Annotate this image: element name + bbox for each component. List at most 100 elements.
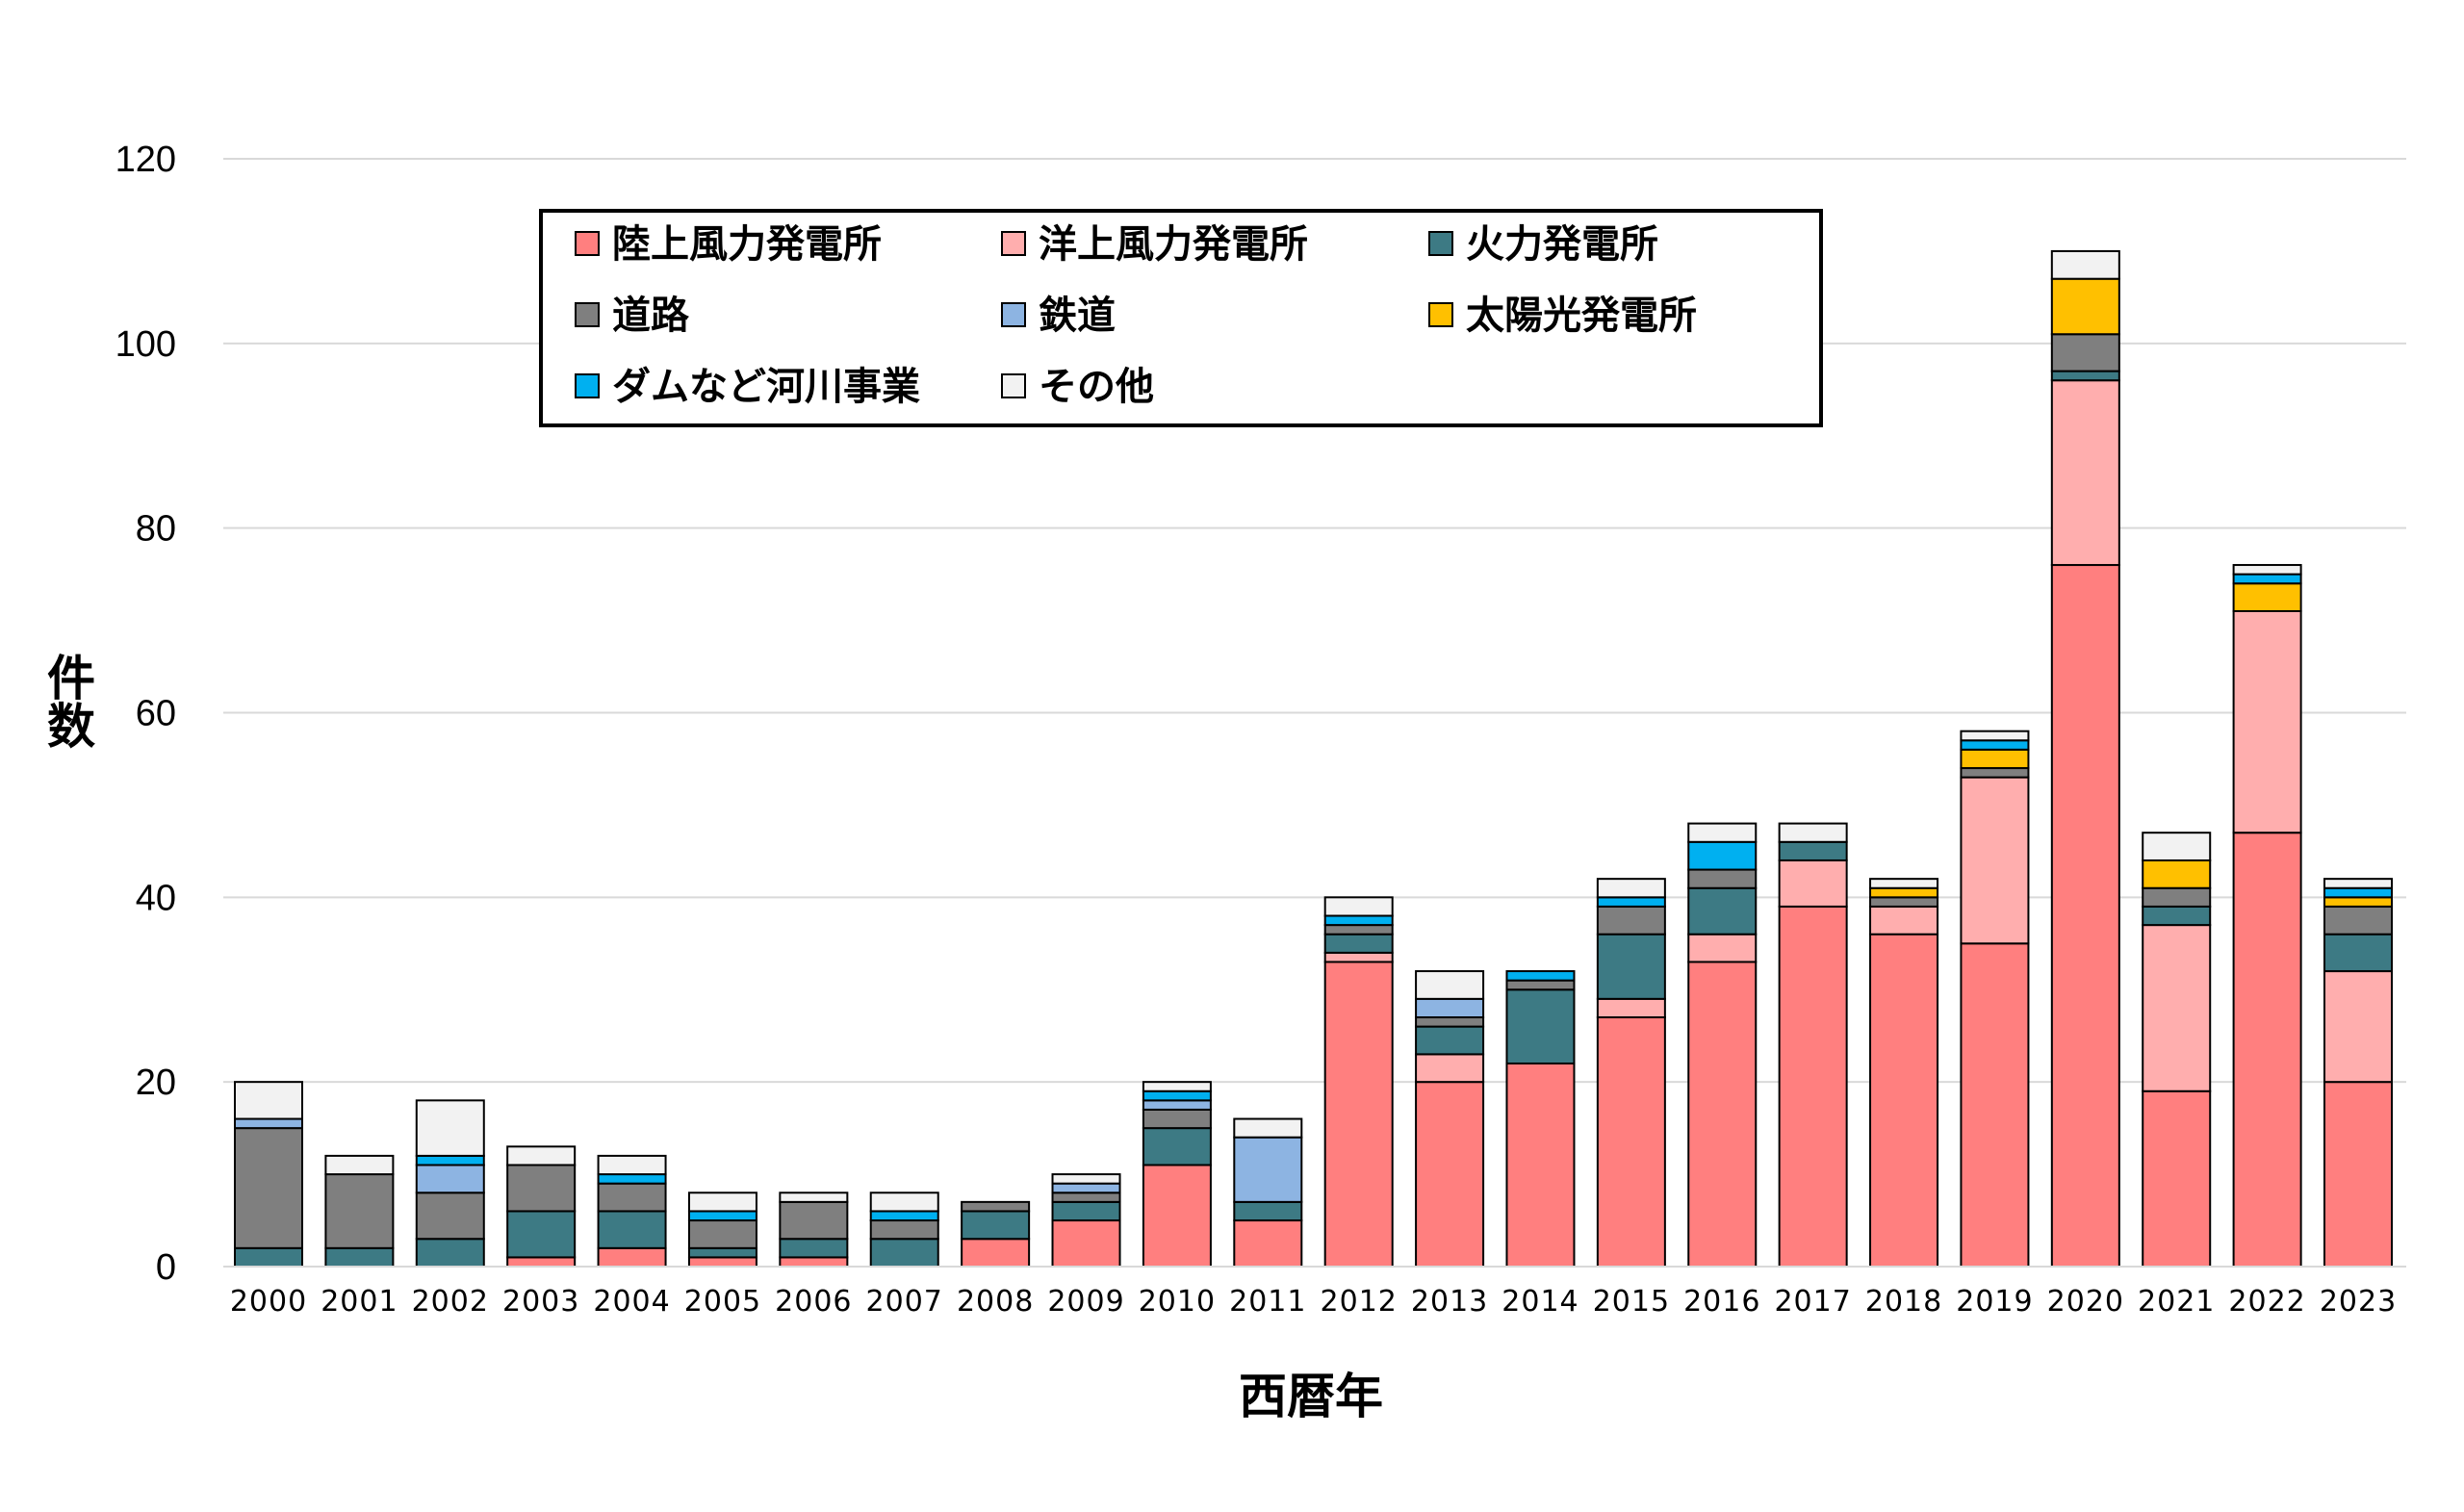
y-tick-label: 80 (136, 509, 176, 550)
bar-segment-2008-1 (961, 1238, 1031, 1268)
bar-segment-2009-8 (1051, 1173, 1121, 1185)
bar-segment-2016-3 (1687, 886, 1758, 935)
bar-segment-2023-4 (2323, 905, 2393, 935)
legend-swatch-3 (1428, 231, 1453, 256)
bar-segment-2020-4 (2050, 333, 2120, 372)
bar-segment-2010-4 (1142, 1108, 1212, 1130)
legend-swatch-4 (575, 302, 600, 327)
bar-segment-2011-1 (1233, 1219, 1303, 1268)
x-tick-label: 2003 (502, 1285, 579, 1319)
x-tick-label: 2023 (2320, 1285, 2397, 1319)
bar-segment-2008-3 (961, 1210, 1031, 1241)
bar-segment-2011-3 (1233, 1200, 1303, 1222)
bar-segment-2004-1 (597, 1246, 667, 1268)
bar-segment-2023-8 (2323, 878, 2393, 889)
bar-segment-2013-8 (1415, 970, 1485, 1000)
bar-segment-2012-7 (1323, 914, 1394, 927)
bar-segment-2000-5 (234, 1117, 303, 1130)
bar-segment-2016-8 (1687, 822, 1758, 843)
bar-segment-2003-8 (506, 1145, 577, 1166)
bar-segment-2015-7 (1596, 896, 1666, 908)
bar-segment-2018-2 (1869, 905, 1939, 935)
x-tick-label: 2012 (1321, 1285, 1398, 1319)
bar-segment-2016-7 (1687, 840, 1758, 871)
bar-segment-2013-4 (1415, 1016, 1485, 1028)
bar-segment-2010-3 (1142, 1127, 1212, 1166)
bar-segment-2002-7 (415, 1154, 485, 1166)
bar-segment-2009-5 (1051, 1182, 1121, 1194)
x-tick-label: 2015 (1593, 1285, 1670, 1319)
bar-segment-2019-6 (1960, 748, 2030, 770)
bars (234, 249, 2393, 1269)
bar-segment-2010-7 (1142, 1089, 1212, 1102)
bar-segment-2012-2 (1323, 951, 1394, 963)
bar-segment-2020-2 (2050, 379, 2120, 567)
bar-segment-2019-8 (1960, 730, 2030, 742)
x-tick-label: 2000 (230, 1285, 307, 1319)
bar-segment-2010-5 (1142, 1099, 1212, 1111)
bar-segment-2012-1 (1323, 961, 1394, 1268)
bar-segment-2018-6 (1869, 886, 1939, 899)
bar-segment-2002-4 (415, 1192, 485, 1241)
bar-segment-2004-3 (597, 1210, 667, 1249)
x-tick-label: 2005 (684, 1285, 761, 1319)
bar-segment-2000-8 (234, 1081, 303, 1120)
bar-segment-2005-7 (687, 1210, 757, 1222)
bar-segment-2015-3 (1596, 933, 1666, 1000)
bar-segment-2007-4 (869, 1219, 939, 1241)
bar-segment-2001-4 (324, 1173, 395, 1249)
y-tick-label: 0 (156, 1247, 176, 1288)
bar-segment-2021-6 (2142, 859, 2212, 889)
bar-segment-2006-1 (779, 1256, 849, 1268)
bar-segment-2003-3 (506, 1210, 577, 1259)
y-tick-label: 60 (136, 694, 176, 734)
x-tick-label: 2008 (957, 1285, 1034, 1319)
bar-segment-2008-4 (961, 1200, 1031, 1213)
x-tick-label: 2020 (2047, 1285, 2124, 1319)
bar-segment-2007-7 (869, 1210, 939, 1222)
bar-segment-2012-8 (1323, 896, 1394, 917)
x-tick-label: 2021 (2138, 1285, 2215, 1319)
x-tick-label: 2014 (1502, 1285, 1578, 1319)
bar-segment-2023-7 (2323, 886, 2393, 899)
bar-segment-2010-8 (1142, 1081, 1212, 1092)
legend-swatch-8 (1001, 373, 1026, 398)
x-axis-title: 西暦年 (1239, 1369, 1383, 1424)
bar-segment-2011-5 (1233, 1136, 1303, 1203)
bar-segment-2021-3 (2142, 905, 2212, 927)
legend-swatch-2 (1001, 231, 1026, 256)
legend-box (539, 209, 1823, 427)
legend-swatch-7 (575, 373, 600, 398)
bar-segment-2014-7 (1505, 970, 1576, 982)
bar-segment-2022-1 (2232, 832, 2302, 1268)
legend-label-2: 洋上風力発電所 (1039, 222, 1308, 267)
y-tick-label: 120 (116, 140, 176, 180)
legend-label-7: ダムなど河川事業 (612, 365, 920, 409)
x-tick-label: 2006 (775, 1285, 852, 1319)
y-tick-label: 20 (136, 1063, 176, 1103)
bar-segment-2021-1 (2142, 1089, 2212, 1268)
bar-segment-2012-3 (1323, 933, 1394, 954)
bar-segment-2015-8 (1596, 878, 1666, 899)
bar-segment-2011-8 (1233, 1117, 1303, 1139)
bar-segment-2021-2 (2142, 924, 2212, 1092)
bar-segment-2016-1 (1687, 961, 1758, 1268)
bar-segment-2019-2 (1960, 776, 2030, 945)
legend-label-3: 火力発電所 (1466, 222, 1658, 267)
x-tick-label: 2002 (412, 1285, 489, 1319)
bar-segment-2016-4 (1687, 868, 1758, 889)
y-axis-title: 件数 (39, 653, 95, 749)
bar-segment-2009-1 (1051, 1219, 1121, 1268)
bar-segment-2003-1 (506, 1256, 577, 1268)
bar-segment-2023-1 (2323, 1081, 2393, 1268)
bar-segment-2023-6 (2323, 896, 2393, 908)
bar-segment-2018-8 (1869, 878, 1939, 889)
bar-segment-2013-3 (1415, 1025, 1485, 1056)
bar-segment-2017-8 (1778, 822, 1848, 843)
bar-segment-2004-4 (597, 1182, 667, 1213)
bar-segment-2019-7 (1960, 739, 2030, 751)
bar-segment-2013-1 (1415, 1081, 1485, 1268)
bar-segment-2002-3 (415, 1238, 485, 1268)
bar-segment-2007-8 (869, 1192, 939, 1213)
